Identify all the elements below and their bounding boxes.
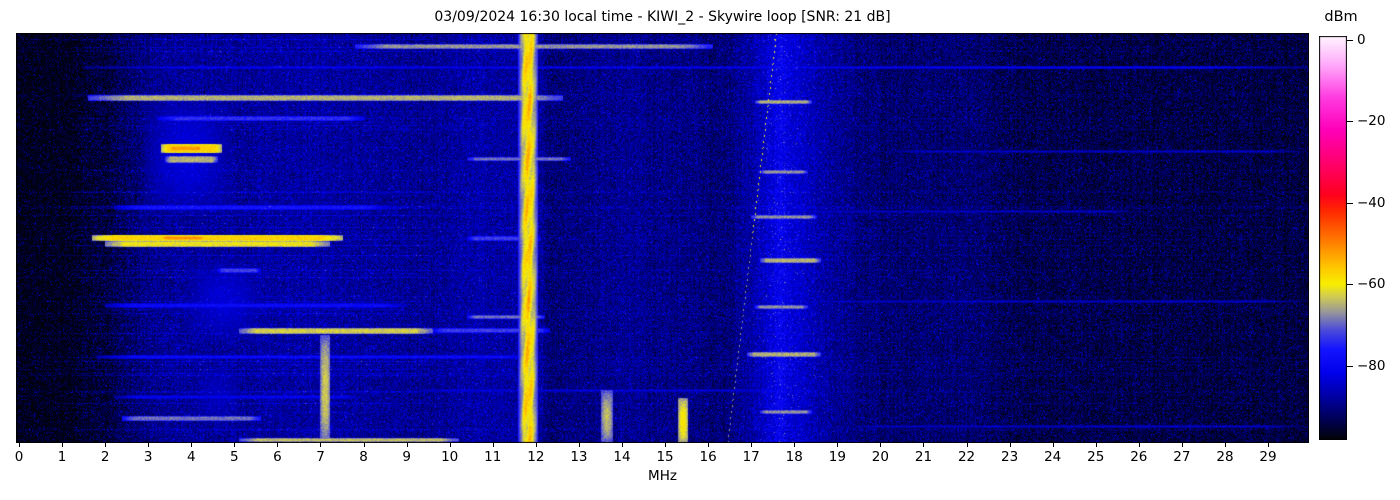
x-tick-mark (19, 443, 20, 447)
x-tick-mark (191, 443, 193, 447)
waterfall-heatmap (16, 33, 1309, 443)
x-tick-label: 14 (613, 449, 631, 465)
colorbar-tick-mark (1347, 121, 1353, 123)
x-tick-mark (277, 443, 279, 447)
x-tick-label: 15 (656, 449, 674, 465)
x-tick-label: 6 (273, 449, 282, 465)
x-tick-mark (105, 443, 107, 447)
x-tick-mark (837, 443, 839, 447)
x-tick-mark (578, 443, 580, 447)
colorbar-tick-label: −80 (1357, 357, 1386, 374)
x-tick-label: 13 (570, 449, 588, 465)
colorbar-tick-mark (1347, 202, 1353, 204)
x-tick-mark (1224, 443, 1226, 447)
x-tick-label: 29 (1259, 449, 1277, 465)
x-tick-label: 25 (1087, 449, 1105, 465)
x-tick-mark (1181, 443, 1183, 447)
x-tick-label: 3 (143, 449, 153, 465)
colorbar (1319, 36, 1347, 440)
x-tick-mark (148, 443, 150, 447)
x-tick-mark (449, 443, 451, 447)
x-tick-label: 1 (57, 449, 67, 465)
x-tick-label: 0 (14, 449, 24, 465)
x-tick-label: 19 (828, 449, 846, 465)
colorbar-tick-mark (1347, 39, 1353, 41)
x-tick-mark (1009, 443, 1011, 447)
x-tick-label: 2 (100, 449, 110, 465)
x-tick-label: 23 (1001, 449, 1019, 465)
x-tick-label: 21 (914, 449, 933, 465)
colorbar-tick-mark (1347, 365, 1353, 367)
x-tick-label: 26 (1130, 449, 1148, 465)
colorbar-tick-label: −20 (1357, 113, 1386, 130)
x-tick-label: 24 (1044, 449, 1062, 465)
x-tick-mark (1052, 443, 1054, 447)
x-tick-label: 16 (699, 449, 717, 465)
x-tick-label: 28 (1216, 449, 1234, 465)
colorbar-tick-mark (1347, 284, 1353, 286)
x-tick-label: 22 (957, 449, 976, 465)
chart-title: 03/09/2024 16:30 local time - KIWI_2 - S… (434, 9, 891, 25)
x-tick-mark (794, 443, 796, 447)
x-tick-mark (708, 443, 710, 447)
x-tick-label: 5 (230, 449, 239, 465)
x-tick-mark (320, 443, 322, 447)
x-tick-mark (363, 443, 365, 447)
colorbar-label: dBm (1324, 9, 1358, 25)
x-tick-label: 8 (359, 449, 368, 465)
x-tick-label: 27 (1173, 449, 1191, 465)
x-tick-mark (1095, 443, 1097, 447)
x-tick-mark (1268, 443, 1270, 447)
x-tick-mark (966, 443, 968, 447)
x-tick-mark (665, 443, 667, 447)
x-axis-label: MHz (648, 468, 677, 484)
x-tick-label: 7 (316, 449, 325, 465)
x-tick-mark (880, 443, 882, 447)
colorbar-tick-label: 0 (1357, 31, 1366, 48)
x-tick-mark (62, 443, 64, 447)
x-tick-label: 20 (871, 449, 889, 465)
x-tick-mark (923, 443, 925, 447)
x-tick-label: 18 (785, 449, 803, 465)
x-tick-label: 12 (527, 449, 545, 465)
x-tick-mark (1138, 443, 1140, 447)
colorbar-tick-label: −40 (1357, 194, 1386, 211)
x-tick-mark (406, 443, 408, 447)
x-tick-label: 17 (742, 449, 760, 465)
x-tick-label: 9 (402, 449, 411, 465)
x-tick-mark (621, 443, 623, 447)
colorbar-tick-label: −60 (1357, 276, 1386, 293)
x-tick-label: 11 (484, 449, 502, 465)
x-tick-mark (535, 443, 537, 447)
x-tick-mark (234, 443, 236, 447)
x-tick-label: 4 (186, 449, 196, 465)
x-tick-mark (492, 443, 494, 447)
x-tick-mark (751, 443, 753, 447)
x-tick-label: 10 (441, 449, 459, 465)
